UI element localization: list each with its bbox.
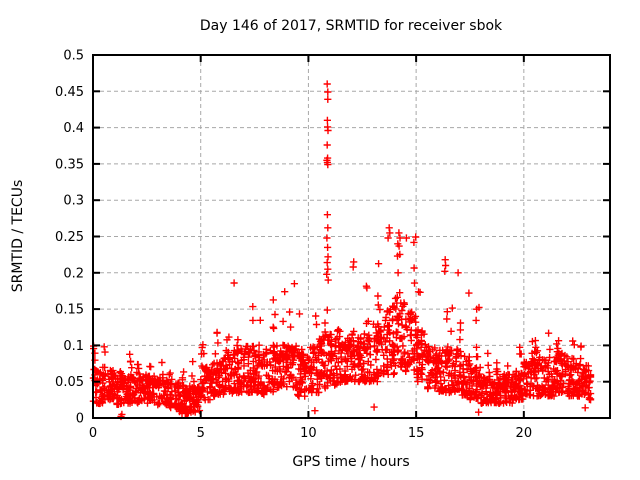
- y-tick-label: 0.1: [63, 339, 84, 354]
- x-tick-label: 20: [516, 426, 533, 441]
- y-tick-label: 0.5: [63, 49, 84, 64]
- y-tick-labels: 0 0.05 0.1 0.15 0.2 0.25 0.3 0.35 0.4 0.45 0.5: [55, 49, 84, 427]
- y-tick-label: 0.15: [55, 303, 84, 318]
- y-tick-label: 0.4: [63, 121, 84, 136]
- y-tick-label: 0: [76, 412, 84, 427]
- plot-border: [92, 54, 611, 419]
- y-tick-label: 0.2: [63, 266, 84, 281]
- x-axis-label: GPS time / hours: [292, 454, 409, 470]
- y-tick-label: 0.3: [63, 194, 84, 209]
- chart-title: Day 146 of 2017, SRMTID for receiver sbo…: [200, 18, 503, 34]
- x-tick-label: 5: [197, 426, 205, 441]
- x-tick-label: 10: [300, 426, 317, 441]
- x-tick-labels: 0 5 10 15 20: [89, 426, 532, 441]
- y-tick-label: 0.25: [55, 230, 84, 245]
- x-tick-label: 15: [408, 426, 425, 441]
- data-points-series: [89, 80, 595, 421]
- y-tick-label: 0.45: [55, 85, 84, 100]
- y-tick-label: 0.05: [55, 375, 84, 390]
- x-tick-label: 0: [89, 426, 97, 441]
- y-axis-label: SRMTID / TECUs: [10, 180, 26, 293]
- y-tick-label: 0.35: [55, 157, 84, 172]
- scatter-points-path: [89, 80, 595, 421]
